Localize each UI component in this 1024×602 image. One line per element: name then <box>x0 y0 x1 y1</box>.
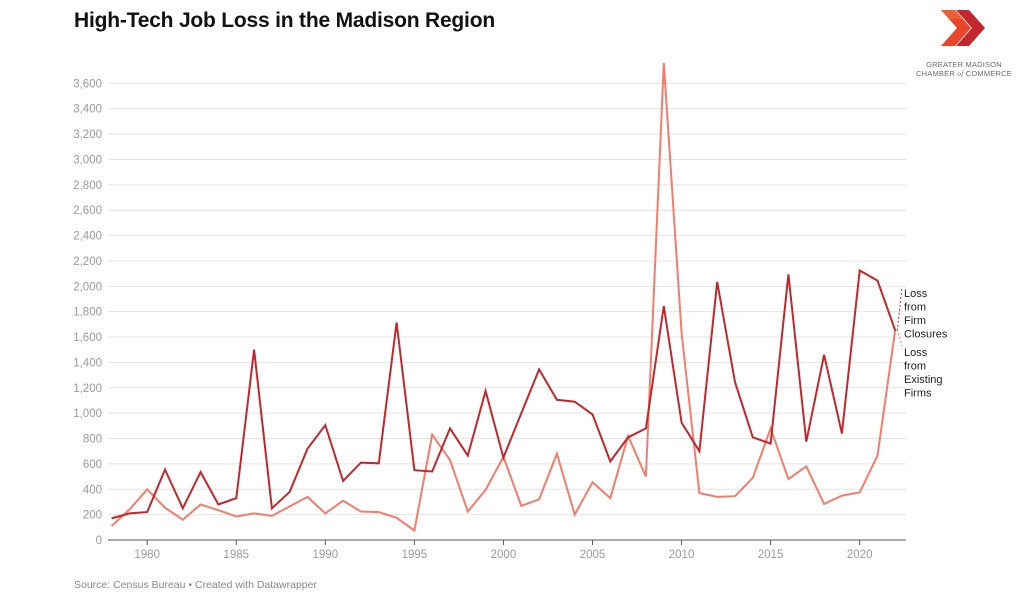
series-label-line: Closures <box>904 329 948 341</box>
y-tick-label: 2,400 <box>73 231 102 243</box>
y-tick-label: 1,200 <box>73 383 102 395</box>
y-tick-label: 3,600 <box>73 78 102 90</box>
y-tick-label: 600 <box>83 459 102 471</box>
x-tick-label: 2020 <box>847 549 873 561</box>
y-tick-label: 1,400 <box>73 357 102 369</box>
x-tick-label: 2000 <box>491 549 517 561</box>
series-line-existing-firms <box>110 63 897 533</box>
x-tick-label: 1995 <box>402 549 428 561</box>
y-tick-label: 1,000 <box>73 408 102 420</box>
leader-line-firm-closures <box>896 286 903 331</box>
y-tick-label: 400 <box>83 484 102 496</box>
series-label-existing-firms: Loss from Existing Firms <box>904 347 943 400</box>
y-tick-label: 2,200 <box>73 256 102 268</box>
x-tick-label: 2015 <box>758 549 784 561</box>
chamber-logo-icon <box>941 10 985 46</box>
x-tick-label: 2010 <box>669 549 695 561</box>
series-label-line: Existing <box>904 374 943 386</box>
y-tick-label: 3,200 <box>73 129 102 141</box>
y-tick-label: 2,800 <box>73 180 102 192</box>
x-tick-label: 2005 <box>580 549 606 561</box>
y-tick-label: 3,000 <box>73 154 102 166</box>
x-tick-label: 1980 <box>134 549 160 561</box>
y-tick-label: 200 <box>83 510 102 522</box>
x-tick-label: 1990 <box>313 549 339 561</box>
chamber-logo-text: GREATER MADISON CHAMBER of COMMERCE <box>916 60 1012 78</box>
series-label-line: Firms <box>904 388 932 400</box>
chamber-logo: GREATER MADISON CHAMBER of COMMERCE <box>914 8 1014 80</box>
y-tick-label: 1,800 <box>73 307 102 319</box>
chart-title: High-Tech Job Loss in the Madison Region <box>74 9 495 32</box>
y-tick-label: 3,400 <box>73 104 102 116</box>
y-tick-label: 2,600 <box>73 205 102 217</box>
y-tick-label: 800 <box>83 434 102 446</box>
series-label-line: Firm <box>904 315 926 327</box>
series-label-line: from <box>904 302 926 314</box>
leader-line-existing-firms <box>896 329 903 347</box>
x-tick-label: 1985 <box>223 549 249 561</box>
series-label-line: from <box>904 361 926 373</box>
y-tick-label: 0 <box>96 535 102 547</box>
source-note: Source: Census Bureau • Created with Dat… <box>74 579 317 591</box>
series-label-line: Loss <box>904 288 928 300</box>
y-tick-label: 1,600 <box>73 332 102 344</box>
series-label-line: Loss <box>904 347 928 359</box>
series-label-firm-closures: Loss from Firm Closures <box>904 288 948 341</box>
y-tick-label: 2,000 <box>73 281 102 293</box>
series-line-firm-closures <box>111 268 897 520</box>
